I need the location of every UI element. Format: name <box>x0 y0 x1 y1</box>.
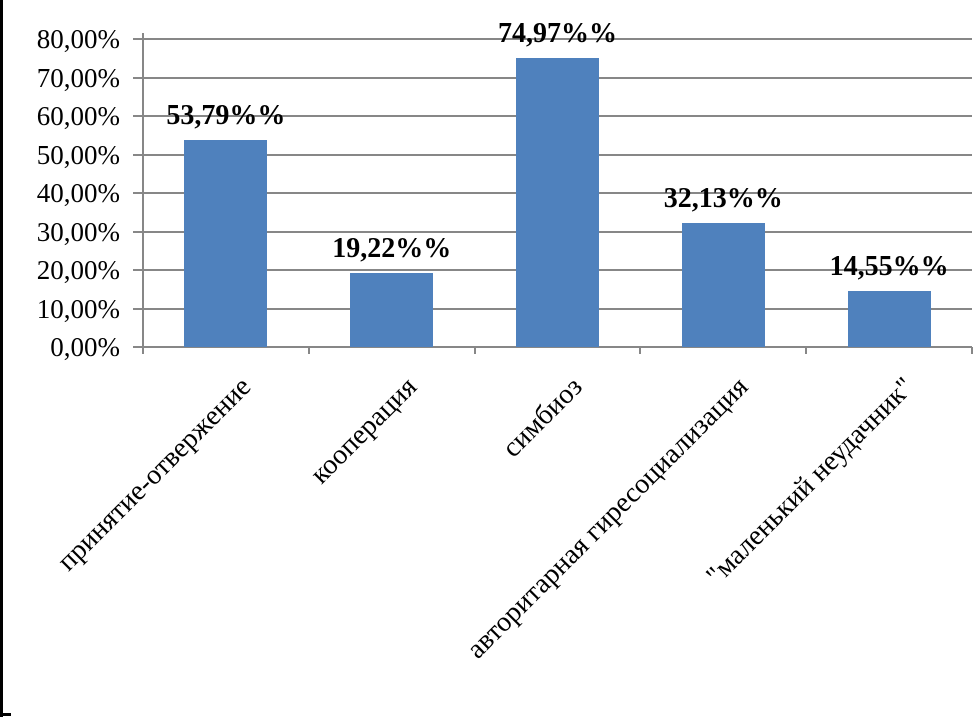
category-label-1: принятие-отвержение <box>51 371 258 578</box>
y-axis-tick-label: 40,00% <box>36 178 120 208</box>
y-axis-tick-80 <box>133 38 143 40</box>
bar-2 <box>350 273 434 347</box>
y-axis-tick-label: 50,00% <box>36 139 120 170</box>
page-border-left <box>0 0 3 717</box>
y-axis-tick-60 <box>133 115 143 117</box>
bar-4 <box>681 223 765 347</box>
y-axis-tick-10 <box>133 307 143 310</box>
y-axis-line <box>142 33 144 354</box>
y-axis-tick-40 <box>133 192 143 194</box>
bar-3 <box>516 58 599 347</box>
x-axis-tick-5 <box>971 347 973 354</box>
y-axis-tick-70 <box>133 76 143 79</box>
y-axis-tick-0 <box>133 346 143 348</box>
y-axis-tick-20 <box>133 269 143 271</box>
bar-5 <box>847 290 931 347</box>
y-axis-tick-label: 20,00% <box>36 255 120 285</box>
y-axis-tick-50 <box>133 153 143 156</box>
gridline-80 <box>143 38 972 40</box>
x-axis-tick-3 <box>639 347 642 354</box>
x-axis-tick-4 <box>805 347 808 354</box>
bar-data-label-3: 74,97%% <box>498 18 617 50</box>
gridline-0 <box>143 346 972 348</box>
bar-data-label-1: 53,79%% <box>166 99 286 131</box>
y-axis-tick-label: 0,00% <box>50 332 120 362</box>
bar-data-label-5: 14,55%% <box>829 250 949 282</box>
bar-data-label-4: 32,13%% <box>663 183 783 215</box>
category-label-4: авторитарная гиресоциализация <box>461 371 755 665</box>
y-axis-tick-label: 30,00% <box>36 216 120 247</box>
x-axis-tick-0 <box>142 347 144 354</box>
category-label-2: кооперация <box>304 371 423 490</box>
x-axis-tick-1 <box>307 347 310 354</box>
bar-1 <box>184 139 268 347</box>
y-axis-tick-label: 70,00% <box>36 62 120 93</box>
y-axis-tick-label: 80,00% <box>36 24 120 54</box>
category-label-3: симбиоз <box>496 371 589 464</box>
page-border-bottom-stub <box>0 713 11 716</box>
bar-data-label-2: 19,22%% <box>332 233 452 264</box>
x-axis-tick-2 <box>473 347 476 354</box>
y-axis-tick-label: 10,00% <box>36 293 120 324</box>
y-axis-tick-label: 60,00% <box>36 101 120 131</box>
y-axis-tick-30 <box>133 230 143 233</box>
